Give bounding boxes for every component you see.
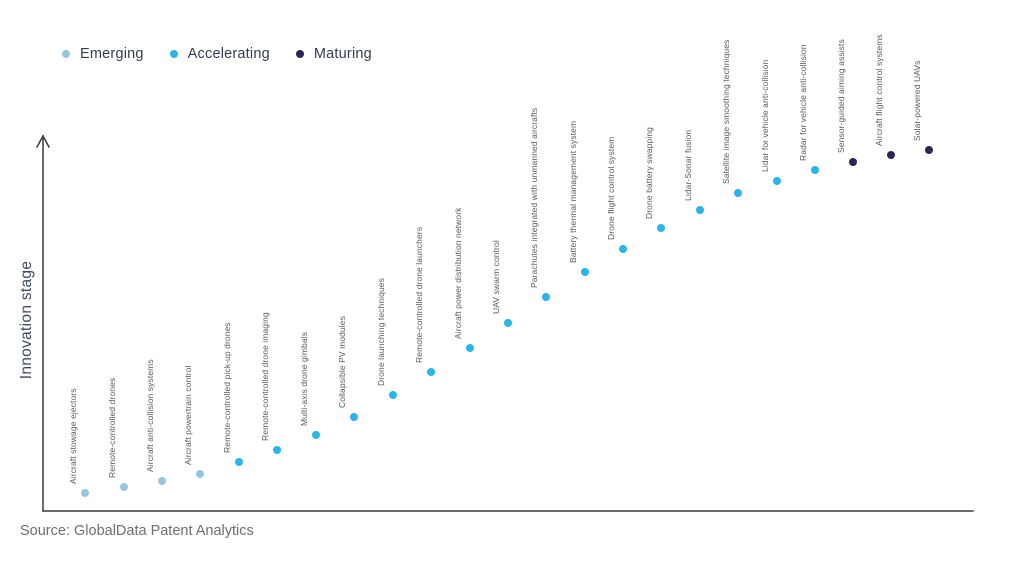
data-point-label: Drone battery swapping xyxy=(643,127,654,219)
legend-dot-icon xyxy=(295,50,304,58)
data-point-label: Aircraft stowage ejectors xyxy=(67,388,78,484)
legend-label: Accelerating xyxy=(187,46,270,62)
data-point-label: Battery thermal management system xyxy=(567,120,578,263)
data-point-dot xyxy=(273,446,281,454)
data-point-label: Aircraft anti-collision systems xyxy=(144,359,155,472)
data-point-label: Collapsible PV modules xyxy=(336,316,347,408)
data-point-label: Remote-controlled drone launchers xyxy=(413,226,424,363)
legend: Emerging Accelerating Maturing xyxy=(62,46,372,62)
data-point-dot xyxy=(734,189,742,197)
data-point-label: Aircraft powertrain control xyxy=(182,365,193,465)
data-point-dot xyxy=(657,224,665,232)
data-point-label: Satellite image smoothing techniques xyxy=(720,39,731,184)
data-point-label: Remote-controlled drone imaging xyxy=(259,312,270,441)
data-point-dot xyxy=(120,483,128,491)
data-point-label: Aircraft power distribution network xyxy=(452,207,463,339)
data-point-dot xyxy=(235,458,243,466)
data-point-dot xyxy=(312,431,320,439)
data-point-dot xyxy=(696,206,704,214)
legend-dot-icon xyxy=(169,50,178,58)
data-point-dot xyxy=(158,477,166,485)
data-point-label: Radar for vehicle anti-collision xyxy=(797,44,808,161)
data-point-dot xyxy=(581,268,589,276)
data-point-label: Sensor-guided aiming assists xyxy=(835,39,846,153)
data-point-label: Lidar-Sonar fusion xyxy=(682,129,693,201)
data-point-dot xyxy=(196,470,204,478)
data-point-dot xyxy=(849,158,857,166)
data-point-dot xyxy=(925,146,933,154)
data-point-dot xyxy=(811,166,819,174)
data-point-label: Remote-controlled pick-up drones xyxy=(221,322,232,453)
data-point-dot xyxy=(887,151,895,159)
legend-item-maturing: Maturing xyxy=(295,46,372,62)
data-point-label: UAV swarm control xyxy=(490,240,501,314)
data-point-dot xyxy=(427,368,435,376)
data-point-label: Lidar for vehicle anti-collision xyxy=(759,59,770,172)
data-point-dot xyxy=(773,177,781,185)
legend-label: Maturing xyxy=(313,46,372,62)
y-axis-arrow-icon xyxy=(35,134,51,149)
data-point-dot xyxy=(81,489,89,497)
legend-item-accelerating: Accelerating xyxy=(169,46,270,62)
data-point-label: Remote-controlled drones xyxy=(106,377,117,478)
source-note: Source: GlobalData Patent Analytics xyxy=(20,523,254,539)
data-point-label: Drone launching techniques xyxy=(375,278,386,386)
data-point-dot xyxy=(504,319,512,327)
legend-item-emerging: Emerging xyxy=(62,46,144,62)
data-point-dot xyxy=(619,245,627,253)
data-point-label: Solar-powered UAVs xyxy=(911,60,922,141)
legend-label: Emerging xyxy=(80,46,144,62)
data-point-dot xyxy=(389,391,397,399)
data-point-dot xyxy=(542,293,550,301)
data-point-dot xyxy=(466,344,474,352)
data-point-label: Aircraft flight control systems xyxy=(873,34,884,146)
legend-dot-icon xyxy=(62,50,70,58)
data-point-dot xyxy=(350,413,358,421)
data-point-label: Multi-axis drone gimbals xyxy=(298,331,309,426)
data-point-label: Drone flight control system xyxy=(605,136,616,240)
data-point-label: Parachutes integrated with unmanned airc… xyxy=(528,107,539,288)
